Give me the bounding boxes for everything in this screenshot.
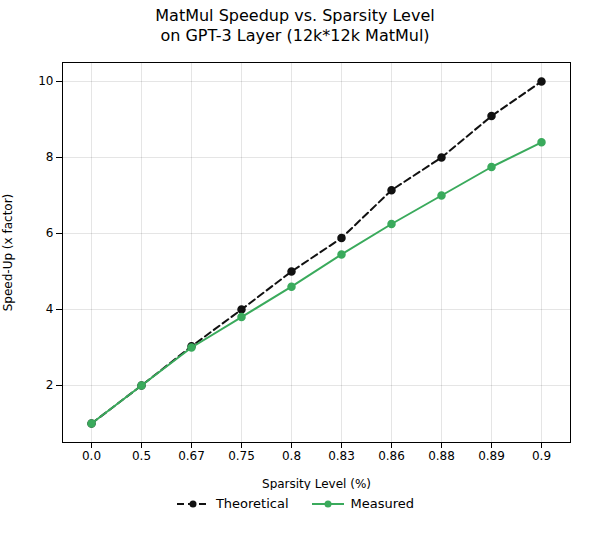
html-text:Measured: Measured [350,496,415,511]
svg-text:0.75: 0.75 [228,449,255,463]
svg-text:0.83: 0.83 [328,449,355,463]
svg-text:6: 6 [46,226,54,240]
svg-text:0.9: 0.9 [532,449,551,463]
svg-text:4: 4 [46,302,54,316]
svg-text:0.88: 0.88 [428,449,455,463]
svg-text:0.86: 0.86 [378,449,405,463]
svg-text:8: 8 [46,150,54,164]
svg-text:0.5: 0.5 [132,449,151,463]
svg-text:0.8: 0.8 [282,449,301,463]
svg-text:10: 10 [38,74,53,88]
svg-text:Speed-Up (x factor): Speed-Up (x factor) [1,194,15,312]
svg-text:0.0: 0.0 [82,449,101,463]
svg-text:2: 2 [46,378,54,392]
svg-text:0.89: 0.89 [478,449,505,463]
svg-text:Sparsity Level (%): Sparsity Level (%) [262,477,371,491]
html-text:Theoretical: Theoretical [215,496,289,511]
svg-text:0.67: 0.67 [178,449,205,463]
html-text:MatMul Speedup vs. Sparsity Le: MatMul Speedup vs. Sparsity Level on GPT… [155,6,435,45]
